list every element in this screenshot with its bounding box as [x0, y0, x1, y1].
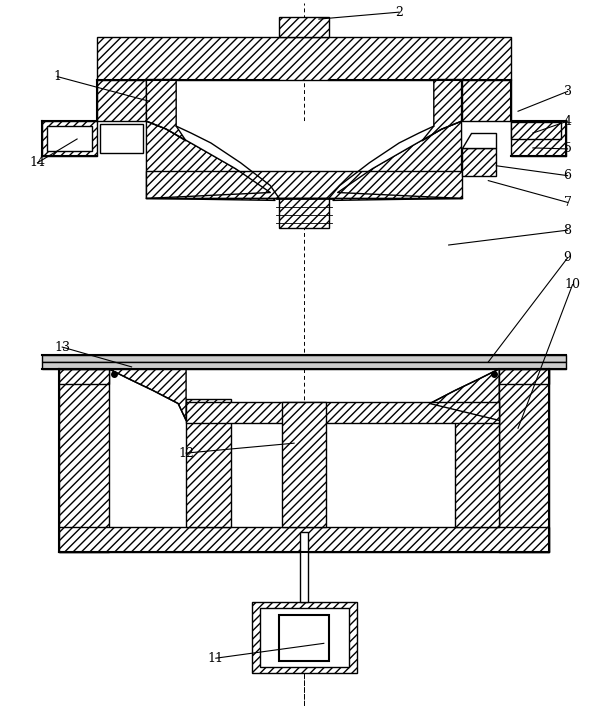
Text: 2: 2 [395, 6, 403, 18]
Bar [499, 369, 549, 552]
Polygon shape [333, 121, 461, 201]
Bar [455, 398, 499, 527]
Bar [511, 121, 565, 156]
Text: 12: 12 [178, 447, 194, 459]
Bar [59, 369, 109, 384]
Text: 13: 13 [54, 340, 71, 354]
Bar [279, 615, 329, 661]
Text: 14: 14 [29, 156, 46, 169]
Text: 6: 6 [564, 169, 572, 182]
Bar [59, 369, 109, 552]
Text: 4: 4 [564, 115, 572, 128]
Bar [511, 122, 561, 139]
Bar [100, 124, 143, 153]
Bar [97, 79, 147, 121]
Polygon shape [422, 79, 461, 141]
Polygon shape [109, 369, 186, 420]
Bar [279, 17, 329, 37]
Text: 3: 3 [564, 85, 572, 98]
Bar [252, 602, 356, 673]
Bar [59, 527, 549, 552]
Bar [43, 362, 565, 369]
Bar [300, 532, 308, 602]
Bar [43, 355, 565, 362]
Bar [282, 401, 326, 527]
Bar [260, 608, 348, 667]
Polygon shape [147, 121, 461, 199]
Bar [97, 37, 511, 79]
Polygon shape [430, 369, 499, 420]
Text: 8: 8 [564, 223, 572, 237]
Text: 9: 9 [564, 252, 572, 264]
Bar [461, 79, 511, 121]
Bar [47, 126, 92, 151]
Text: 1: 1 [54, 70, 61, 83]
Bar [43, 121, 97, 156]
Bar [186, 398, 230, 527]
Polygon shape [461, 133, 496, 148]
Polygon shape [147, 121, 275, 201]
Bar [186, 401, 499, 423]
Bar [499, 369, 549, 384]
Bar [279, 199, 329, 228]
Text: 10: 10 [564, 278, 581, 291]
Polygon shape [147, 79, 186, 141]
Text: 7: 7 [564, 196, 572, 209]
Bar [147, 171, 461, 199]
Bar [461, 148, 496, 176]
Text: 5: 5 [564, 143, 572, 155]
Text: 11: 11 [208, 652, 224, 665]
